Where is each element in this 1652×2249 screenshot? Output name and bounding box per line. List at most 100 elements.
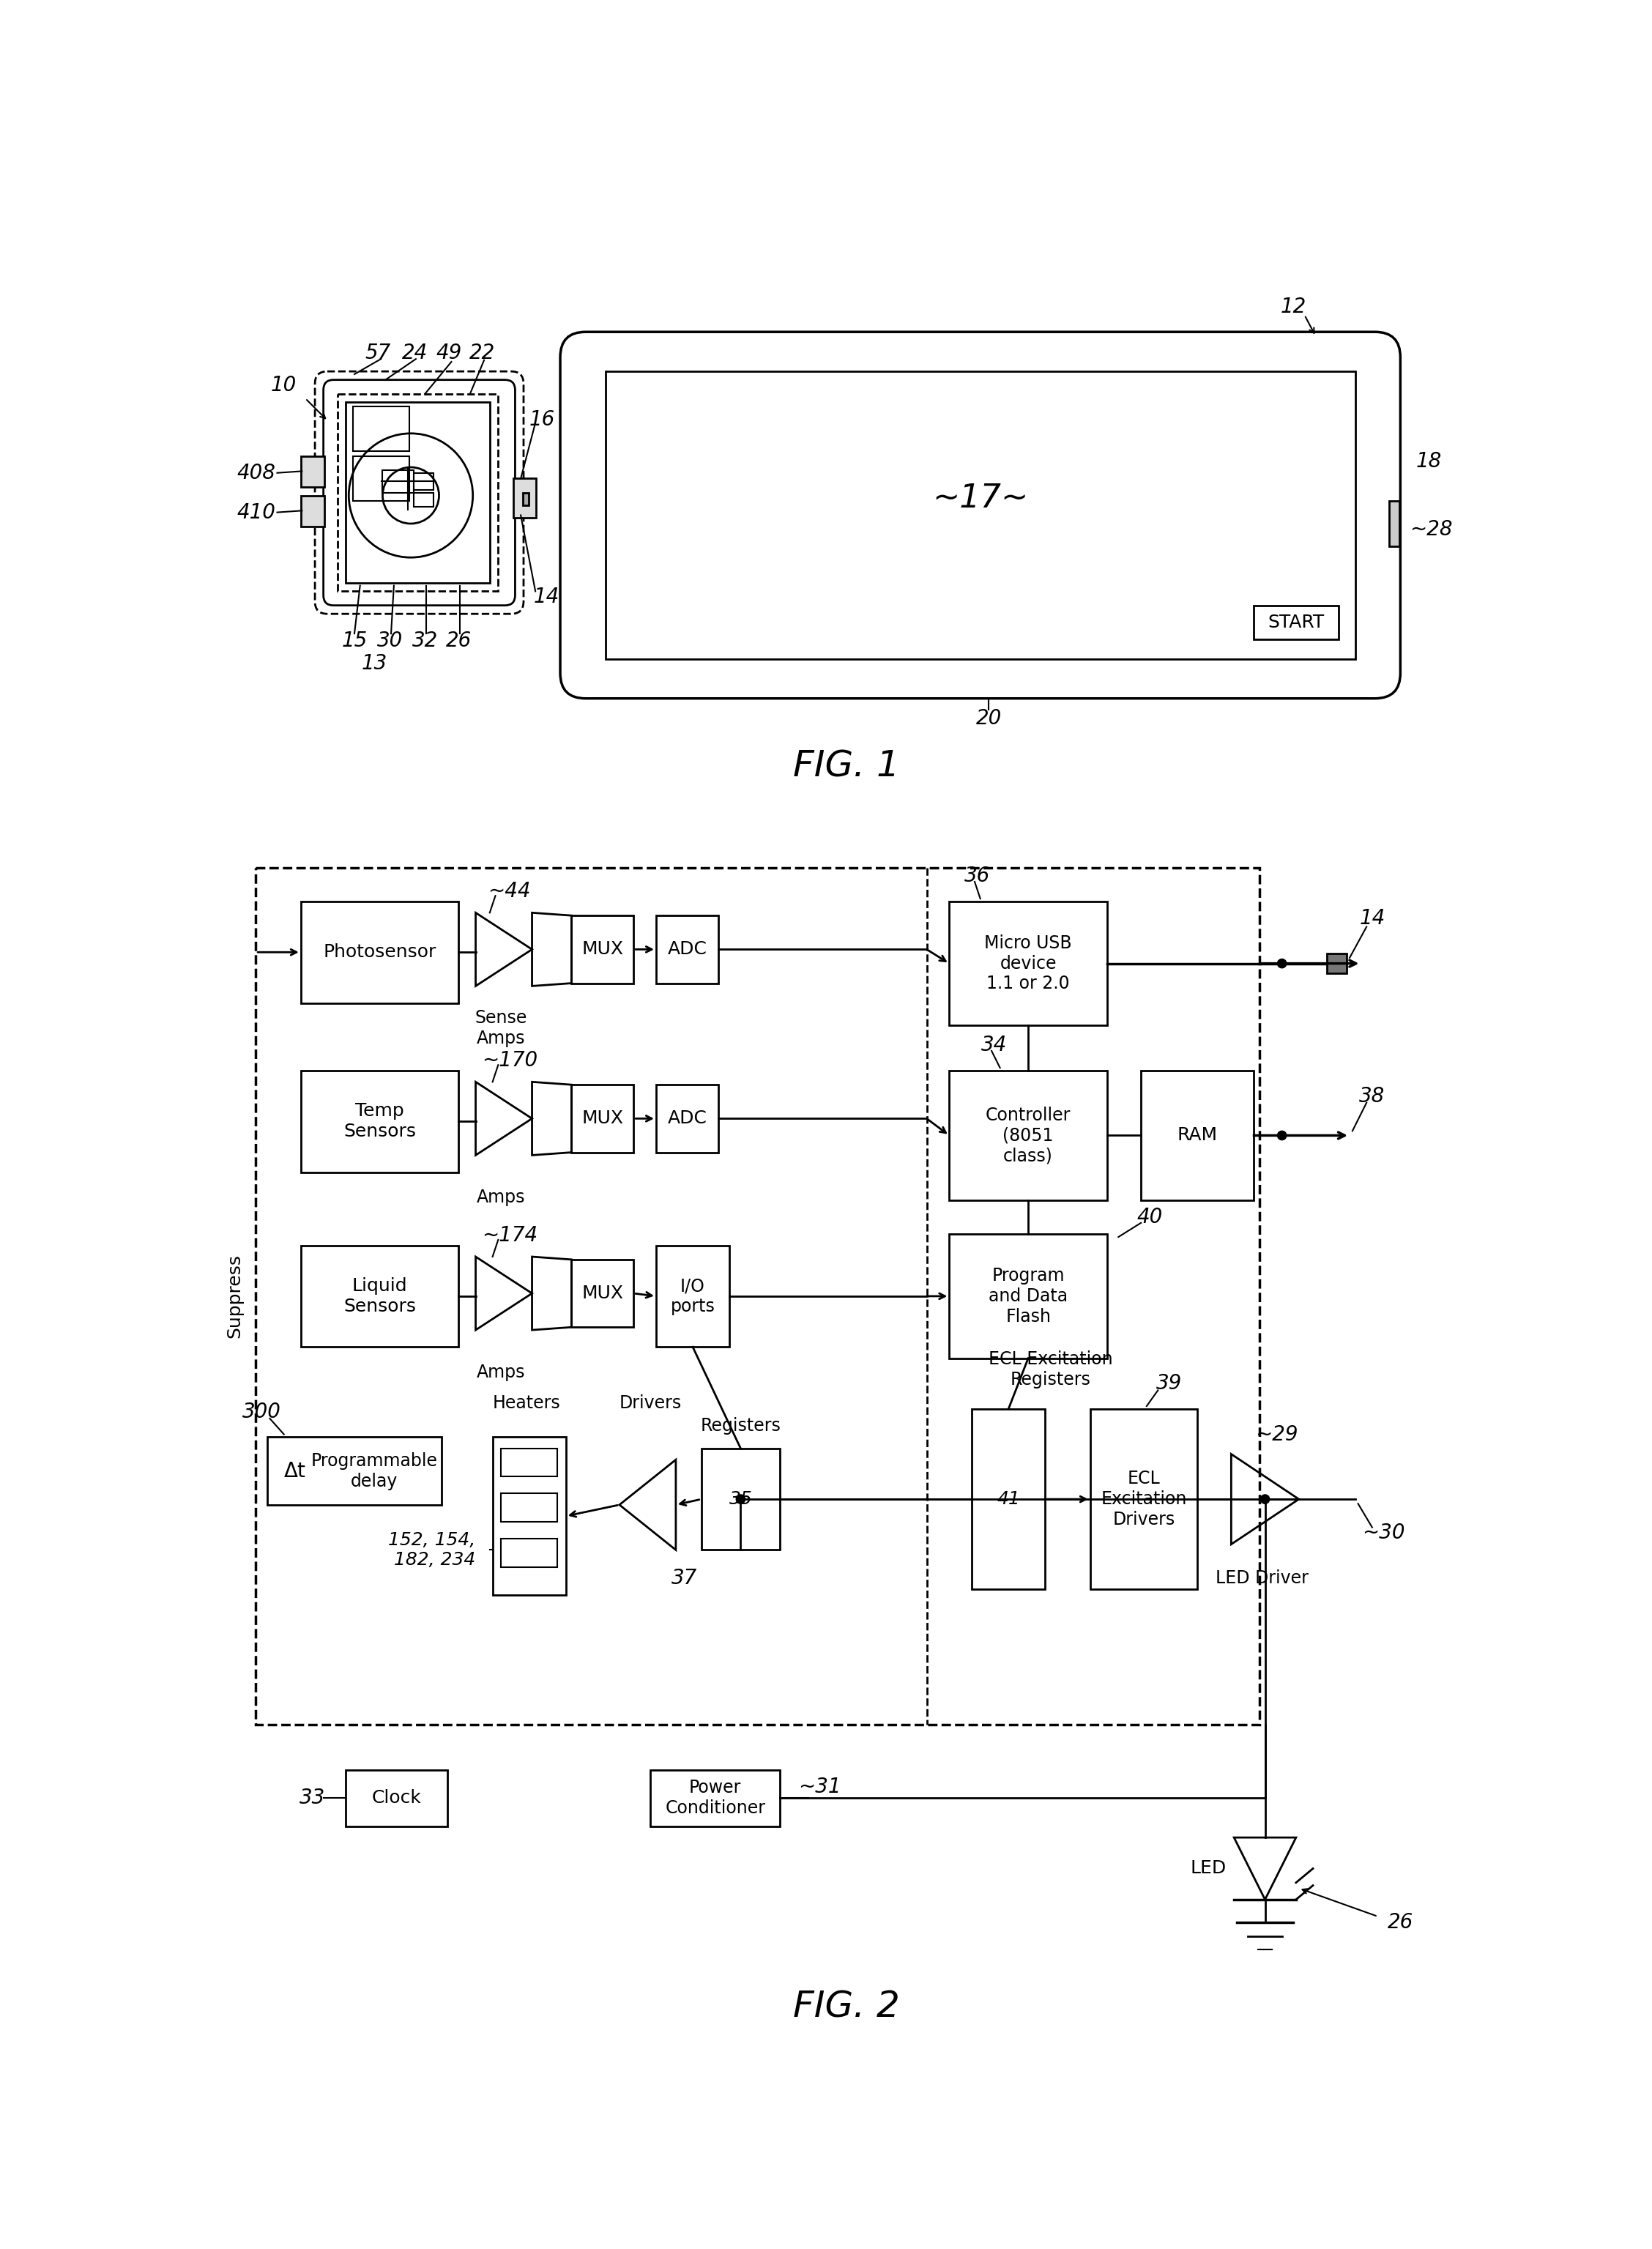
Text: 14: 14	[1360, 909, 1384, 929]
Bar	[514, 479, 535, 517]
Text: Controller
(8051
class): Controller (8051 class)	[986, 1107, 1070, 1165]
Text: ~44: ~44	[487, 882, 530, 902]
Text: RAM: RAM	[1178, 1127, 1218, 1145]
Bar	[1142, 1071, 1254, 1201]
Bar	[950, 1071, 1107, 1201]
Text: LED Driver: LED Driver	[1216, 1570, 1308, 1588]
Text: Program
and Data
Flash: Program and Data Flash	[988, 1266, 1067, 1325]
Text: ~170: ~170	[482, 1050, 537, 1071]
Text: ~174: ~174	[482, 1226, 537, 1246]
Text: 32: 32	[411, 630, 438, 652]
Text: Δt: Δt	[284, 1462, 306, 1482]
FancyBboxPatch shape	[560, 333, 1401, 699]
Bar	[1389, 502, 1399, 547]
Text: 22: 22	[469, 344, 496, 364]
Text: MUX: MUX	[582, 1284, 623, 1302]
Text: Liquid
Sensors: Liquid Sensors	[344, 1277, 416, 1316]
Bar	[345, 1770, 448, 1826]
Text: 14: 14	[534, 587, 560, 607]
Text: Photosensor: Photosensor	[324, 942, 436, 960]
Text: Registers: Registers	[700, 1417, 781, 1435]
Text: ECL Excitation
Registers: ECL Excitation Registers	[988, 1349, 1113, 1388]
Bar	[572, 915, 633, 983]
Bar	[656, 1246, 730, 1347]
Bar	[1090, 1408, 1198, 1590]
Text: I/O
ports: I/O ports	[671, 1277, 715, 1316]
Bar	[572, 1084, 633, 1151]
Circle shape	[1277, 958, 1287, 967]
Bar	[301, 1071, 459, 1172]
Text: Temp
Sensors: Temp Sensors	[344, 1102, 416, 1140]
Text: 408: 408	[236, 463, 276, 484]
Text: MUX: MUX	[582, 1109, 623, 1127]
Bar	[337, 394, 499, 591]
Text: Micro USB
device
1.1 or 2.0: Micro USB device 1.1 or 2.0	[985, 933, 1072, 992]
Text: Programmable
delay: Programmable delay	[311, 1453, 438, 1489]
Text: 39: 39	[1156, 1374, 1183, 1394]
Text: 37: 37	[671, 1568, 697, 1588]
Text: ~17~: ~17~	[932, 484, 1028, 515]
Text: 36: 36	[965, 866, 990, 886]
Bar	[651, 1770, 780, 1826]
Text: Heaters: Heaters	[492, 1394, 560, 1412]
Bar	[656, 1084, 719, 1151]
FancyBboxPatch shape	[324, 380, 515, 605]
Text: ADC: ADC	[667, 1109, 707, 1127]
Text: 16: 16	[529, 409, 555, 430]
Bar	[656, 915, 719, 983]
Bar	[383, 470, 413, 493]
Bar	[572, 1259, 633, 1327]
Bar	[971, 1408, 1046, 1590]
Bar	[501, 1538, 557, 1568]
Text: ~29: ~29	[1256, 1424, 1298, 1444]
Text: ~30: ~30	[1361, 1523, 1404, 1543]
Bar	[501, 1493, 557, 1523]
Text: FIG. 2: FIG. 2	[793, 1988, 900, 2024]
Text: Power
Conditioner: Power Conditioner	[666, 1779, 765, 1817]
Text: 20: 20	[976, 708, 1001, 729]
Text: Amps: Amps	[477, 1190, 525, 1205]
Bar	[524, 493, 529, 506]
Bar	[413, 493, 433, 506]
Text: 15: 15	[342, 630, 367, 652]
Text: START: START	[1267, 614, 1325, 632]
Circle shape	[1277, 1131, 1287, 1140]
Bar	[301, 1246, 459, 1347]
Bar	[345, 403, 489, 582]
Circle shape	[737, 1496, 745, 1505]
Bar	[492, 1437, 567, 1595]
Bar	[501, 1448, 557, 1478]
Text: Amps: Amps	[477, 1363, 525, 1381]
Bar	[950, 902, 1107, 1026]
Text: 10: 10	[271, 376, 297, 396]
Text: FIG. 1: FIG. 1	[793, 749, 900, 783]
Text: 12: 12	[1280, 297, 1307, 317]
Circle shape	[1260, 1496, 1269, 1505]
Text: 410: 410	[236, 502, 276, 522]
Text: 34: 34	[981, 1035, 1008, 1055]
Bar	[700, 1448, 780, 1550]
Bar	[256, 868, 1259, 1725]
Text: 18: 18	[1416, 452, 1442, 472]
Text: 41: 41	[996, 1491, 1019, 1509]
Text: 152, 154,
182, 234: 152, 154, 182, 234	[388, 1532, 476, 1570]
Bar	[301, 495, 324, 526]
Text: 38: 38	[1360, 1086, 1384, 1107]
Text: 57: 57	[365, 344, 392, 364]
Bar	[950, 1235, 1107, 1358]
Text: 26: 26	[446, 630, 471, 652]
Text: 13: 13	[362, 652, 387, 675]
Bar	[1254, 605, 1338, 639]
Text: Suppress: Suppress	[226, 1255, 243, 1338]
Text: ~28: ~28	[1409, 520, 1452, 540]
Text: 40: 40	[1137, 1208, 1163, 1228]
Text: 33: 33	[299, 1788, 325, 1808]
Text: 300: 300	[241, 1401, 281, 1421]
Bar	[605, 371, 1355, 659]
Text: ADC: ADC	[667, 940, 707, 958]
Bar	[301, 457, 324, 488]
Text: ~31: ~31	[798, 1777, 841, 1797]
Text: Clock: Clock	[372, 1790, 421, 1806]
Bar	[354, 457, 410, 502]
Text: 26: 26	[1388, 1912, 1412, 1932]
